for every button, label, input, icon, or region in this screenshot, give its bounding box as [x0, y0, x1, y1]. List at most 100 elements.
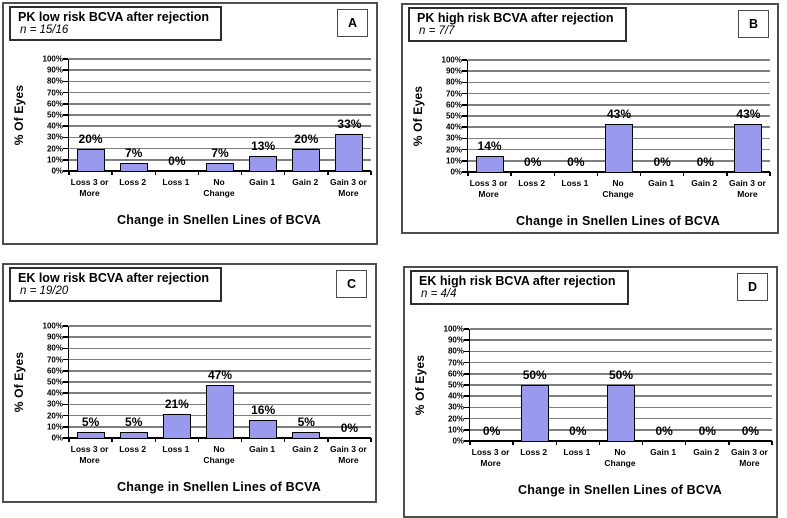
- y-tick-mark: [63, 91, 68, 94]
- gridline: [470, 350, 772, 353]
- category-label-line: Loss 2: [520, 447, 548, 457]
- y-tick-label: 30%: [46, 132, 63, 142]
- bar-value-label: 0%: [168, 154, 186, 168]
- x-tick-mark: [771, 441, 773, 445]
- bar-value-label: 0%: [741, 424, 760, 438]
- gridline: [468, 92, 770, 95]
- category-label: Loss 1: [553, 178, 596, 201]
- y-tick-mark: [63, 414, 68, 417]
- y-tick-label: 20%: [46, 144, 63, 154]
- x-tick-mark: [684, 441, 687, 445]
- y-tick-mark: [63, 136, 68, 139]
- bar: [606, 385, 635, 441]
- panel-n-label: n = 19/20: [20, 285, 69, 297]
- y-tick-label: 50%: [46, 110, 63, 120]
- y-tick-mark: [462, 115, 467, 117]
- bar-chart: % Of Eyes 100% 90% 80% 70% 60% 50% 40% 30% 20% 10…: [409, 56, 771, 228]
- category-label: No Change: [596, 178, 639, 201]
- category-label-line: Gain 3 or: [730, 447, 768, 457]
- x-tick-mark: [283, 171, 286, 175]
- plot-area: 20% 7% 0% 7% 13% 20% 33%: [63, 58, 372, 175]
- gridline: [69, 58, 371, 60]
- category-label: Loss 2: [111, 444, 154, 467]
- y-tick-label: 40%: [445, 122, 462, 132]
- bar: [292, 148, 321, 171]
- x-tick-mark: [154, 171, 157, 175]
- bar-slot-loss-2: 0%: [511, 60, 554, 172]
- y-tick-label: 80%: [46, 76, 63, 86]
- y-tick-label: 70%: [46, 88, 63, 98]
- category-label: Gain 1: [640, 178, 683, 201]
- bar-slot-gain-3-or-more: 43%: [727, 60, 770, 172]
- category-label-line: Loss 2: [119, 177, 147, 187]
- category-label-line: Change: [203, 188, 235, 199]
- bar-value-label: 50%: [522, 368, 547, 382]
- category-label-line: Loss 2: [518, 178, 546, 188]
- category-label: Gain 2: [284, 177, 327, 200]
- y-tick-mark: [63, 58, 68, 60]
- x-tick-mark: [240, 438, 243, 442]
- x-tick-mark: [728, 441, 730, 445]
- category-label: Gain 2: [683, 178, 726, 201]
- y-tick-label: 80%: [447, 346, 464, 356]
- bar-slot-gain-3-or-more: 33%: [328, 59, 371, 171]
- y-tick-label: 100%: [42, 54, 63, 64]
- plot-wrap: 14% 0% 0% 43% 0% 0% 43% Loss 3 or More Loss 2 Los…: [462, 59, 771, 228]
- category-label: No Change: [598, 447, 641, 470]
- category-label-line: No: [612, 178, 624, 188]
- bar-slot-loss-1: 0%: [155, 59, 198, 171]
- y-tick-mark: [63, 170, 68, 172]
- y-tick-label: 40%: [447, 391, 464, 401]
- bar: [205, 163, 234, 171]
- category-label-line: Loss 1: [162, 177, 190, 187]
- y-tick-mark: [462, 148, 467, 151]
- gridline: [69, 147, 371, 150]
- y-tick-label: 70%: [46, 355, 63, 365]
- bar-slot-loss-2: 5%: [112, 326, 155, 438]
- category-label: Loss 1: [154, 177, 197, 200]
- y-tick-mark: [462, 171, 467, 173]
- y-tick-mark: [63, 336, 68, 338]
- y-tick-label: 10%: [447, 425, 464, 435]
- bar-value-label: 0%: [655, 424, 673, 438]
- plot-wrap: 20% 7% 0% 7% 13% 20% 33% Loss 3 or More Loss 2 Lo…: [63, 58, 372, 227]
- y-tick-label: 20%: [46, 411, 63, 421]
- category-label-line: Change: [604, 458, 636, 469]
- category-label-line: Loss 1: [162, 444, 190, 454]
- category-label: Loss 3 or More: [469, 447, 512, 470]
- y-axis-tick-labels: 100% 90% 80% 70% 60% 50% 40% 30% 20% 10% 0%: [427, 56, 467, 177]
- bar-slot-loss-3-or-more: 14%: [468, 60, 511, 172]
- panel-title: PK low risk BCVA after rejection: [18, 10, 210, 24]
- x-tick-mark: [68, 438, 70, 442]
- category-label-line: Loss 3 or: [70, 177, 109, 187]
- bar-value-label: 50%: [608, 368, 633, 382]
- category-label-line: More: [338, 188, 359, 199]
- panel-letter-badge: A: [337, 9, 368, 37]
- bar-value-label: 5%: [125, 415, 143, 430]
- gridline: [69, 80, 371, 83]
- bar: [76, 432, 105, 438]
- y-tick-mark: [63, 437, 68, 439]
- category-label: No Change: [197, 177, 240, 200]
- panel-letter-badge: C: [336, 270, 367, 298]
- x-tick-mark: [154, 438, 157, 442]
- gridline: [69, 114, 371, 116]
- x-tick-mark: [639, 172, 642, 176]
- bar-slot-gain-2: 5%: [285, 326, 328, 438]
- category-label-line: Change: [203, 455, 235, 466]
- bar: [162, 414, 191, 438]
- y-tick-label: 10%: [46, 422, 63, 432]
- x-axis-line: [469, 440, 772, 442]
- y-tick-label: 100%: [441, 55, 462, 65]
- y-tick-label: 0%: [450, 167, 462, 177]
- category-label-line: Gain 2: [693, 447, 720, 457]
- bar: [520, 385, 549, 441]
- category-label-line: Gain 3 or: [728, 178, 766, 188]
- y-tick-label: 50%: [445, 111, 462, 121]
- bar: [119, 163, 148, 171]
- y-tick-label: 40%: [46, 121, 63, 131]
- category-label: Loss 2: [510, 178, 553, 201]
- panel-n-label: n = 7/7: [419, 25, 455, 37]
- panel-title: EK high risk BCVA after rejection: [419, 274, 616, 288]
- y-tick-mark: [63, 103, 68, 105]
